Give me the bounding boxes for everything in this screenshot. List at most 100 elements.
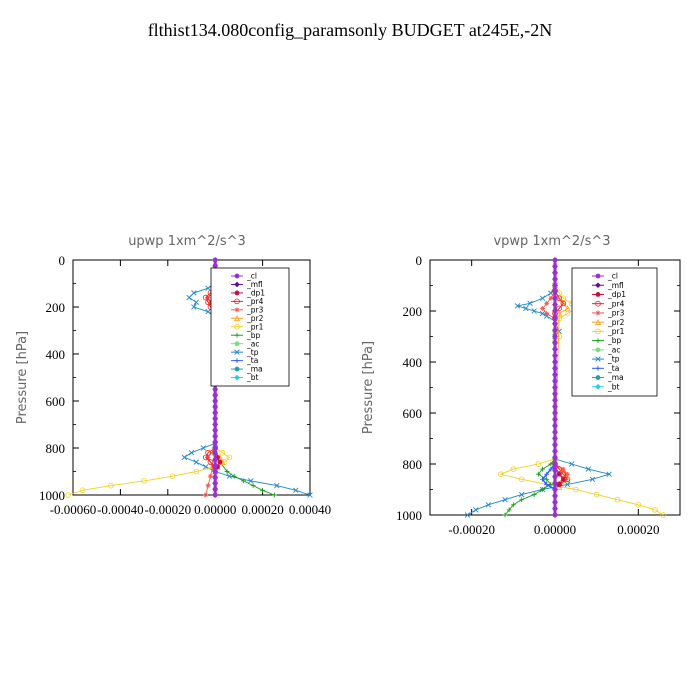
legend-label: _tp: [607, 355, 620, 364]
data-point-cl: [212, 463, 218, 469]
y-tick-label: 600: [403, 406, 423, 421]
data-point-pr1: [614, 496, 621, 503]
legend-label: _bp: [246, 331, 261, 340]
legend-marker: [595, 356, 601, 362]
data-point-pr1: [226, 454, 233, 461]
data-point-cl: [212, 474, 218, 480]
legend-marker: [233, 315, 241, 322]
data-point-cl: [212, 451, 218, 457]
legend-label: _cl: [246, 272, 257, 281]
data-point-ta: [540, 476, 545, 482]
data-point-pr2: [564, 305, 571, 312]
data-point-cl: [212, 480, 218, 486]
data-point-tp: [523, 305, 529, 312]
data-point-cl: [552, 493, 558, 499]
legend-label: _ma: [607, 373, 624, 382]
data-point-bp: [506, 507, 512, 513]
data-point-pr2: [556, 310, 563, 317]
legend-label: _mfl: [607, 281, 624, 290]
data-point-bp: [540, 487, 545, 492]
legend-label: _ma: [246, 365, 263, 374]
data-point-cl: [552, 436, 558, 441]
data-point-tp: [514, 303, 521, 309]
data-point-cl: [552, 448, 558, 454]
data-point-pr1: [573, 486, 579, 493]
y-tick-label: 0: [59, 253, 66, 268]
data-point-dp1: [556, 471, 562, 477]
data-point-cl: [552, 321, 558, 327]
legend-box: [210, 267, 290, 387]
data-point-cl: [552, 487, 558, 492]
data-point-pr4: [205, 449, 211, 456]
main-title: flthist134.080config_paramsonly BUDGET a…: [147, 20, 553, 40]
y-tick-label: 200: [403, 304, 423, 319]
data-point-tp: [606, 471, 612, 477]
data-point-tp: [274, 482, 280, 489]
data-point-cl: [212, 392, 218, 398]
data-point-cl: [552, 257, 558, 263]
upwp-panel: upwp 1xm^2/s^3 Pressure [hPa] 0 200 400 600 80…: [15, 234, 331, 517]
vpwp-panel: vpwp 1xm^2/s^3 Pressure [hPa] 0 200 400 600 80…: [361, 234, 681, 537]
data-point-pr3: [540, 306, 545, 311]
legend-marker: [595, 282, 601, 289]
data-point-pr1: [635, 501, 642, 508]
data-point-cl: [552, 308, 558, 314]
data-point-tp: [191, 290, 197, 296]
data-point-tp: [200, 445, 207, 451]
data-point-cl: [552, 270, 558, 276]
data-point-pr1: [593, 491, 600, 498]
legend-marker: [234, 323, 240, 330]
y-axis-label: Pressure [hPa]: [361, 341, 376, 434]
data-point-pr3: [205, 483, 211, 488]
data-point-cl: [212, 398, 218, 404]
data-point-cl: [552, 467, 558, 473]
data-point-tp: [518, 491, 525, 498]
data-point-cl: [552, 474, 558, 480]
legend-marker: [234, 374, 240, 381]
data-point-tp: [293, 487, 299, 494]
data-point-pr1: [652, 507, 658, 513]
data-point-cl: [212, 457, 218, 463]
y-tick-label: 400: [403, 355, 423, 370]
data-point-pr1: [535, 461, 542, 467]
data-point-ta: [544, 471, 550, 477]
y-tick-label: 800: [46, 441, 66, 456]
legend-label: _dp1: [246, 289, 265, 298]
x-tick-label: -0.00020: [448, 522, 495, 537]
data-point-pr1: [510, 466, 517, 472]
data-point-cl: [552, 416, 558, 422]
data-point-bp: [519, 497, 525, 503]
data-point-bp: [535, 471, 541, 477]
data-point-pr3: [560, 466, 566, 472]
data-point-pr3: [208, 473, 213, 479]
data-point-tp: [564, 481, 571, 488]
data-point-bp: [241, 478, 247, 484]
data-point-pr4: [205, 299, 211, 306]
data-point-pr1: [169, 473, 176, 480]
data-point-cl: [552, 506, 558, 512]
data-point-cl: [552, 346, 558, 352]
data-point-cl: [552, 283, 558, 288]
data-point-tp: [589, 476, 596, 483]
data-point-bp: [540, 466, 545, 472]
legend-label: _mfl: [246, 280, 263, 289]
x-tick-label: 0.00020: [617, 522, 659, 537]
data-point-pr1: [219, 449, 226, 456]
data-point-cl: [212, 386, 218, 392]
data-point-ta: [544, 482, 550, 487]
data-point-cl: [212, 439, 218, 445]
panel-title: upwp 1xm^2/s^3: [128, 234, 246, 249]
legend-marker: [595, 375, 601, 380]
legend-marker: [234, 332, 240, 338]
data-point-pr1: [660, 512, 667, 518]
data-point-pr3: [565, 471, 570, 477]
legend-marker: [595, 273, 601, 279]
data-point-bp: [224, 469, 230, 474]
legend-label: _pr2: [607, 318, 625, 327]
legend-marker: [595, 338, 601, 344]
data-point-tp: [193, 459, 199, 465]
data-point-cl: [552, 263, 558, 269]
x-tick-label: -0.00060: [50, 502, 97, 517]
data-point-cl: [552, 365, 558, 371]
data-point-cl: [552, 295, 558, 301]
